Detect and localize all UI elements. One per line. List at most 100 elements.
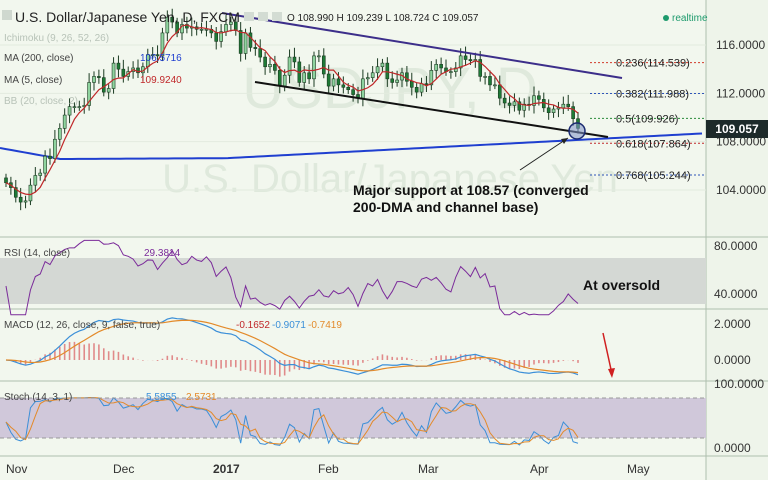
stoch-legend[interactable]: Stoch (14, 3, 1) [4, 392, 72, 403]
price-tick-label: 108.0000 [716, 135, 766, 149]
candle-body [463, 55, 468, 60]
candle-body [434, 64, 439, 71]
stoch-band [0, 398, 706, 438]
down-arrow-head [608, 368, 615, 378]
candle-body [273, 64, 277, 71]
month-label-may: May [627, 462, 650, 476]
candle-body [414, 86, 419, 93]
candle-body [121, 68, 126, 77]
channel-lower-line [254, 81, 609, 138]
down-arrow-shaft [602, 332, 613, 375]
ma200-line [0, 132, 703, 161]
candle-body [43, 155, 47, 174]
candle-body [331, 78, 336, 87]
rsi-line [5, 239, 579, 316]
candle-body [380, 62, 385, 68]
candle-body [351, 89, 355, 95]
candle-body [517, 101, 522, 111]
candle-body [449, 71, 453, 73]
candle-body [453, 67, 458, 72]
candle-body [116, 62, 121, 70]
candle-body [551, 108, 556, 113]
candle-body [336, 78, 341, 86]
candle-body [522, 103, 527, 111]
candle-body [478, 59, 483, 77]
ma200-legend[interactable]: MA (200, close) [4, 53, 73, 64]
candle-body [375, 66, 380, 74]
candle-body [502, 97, 507, 104]
candle-body [390, 78, 395, 83]
candle-body [4, 177, 8, 184]
candle-body [409, 80, 414, 88]
ma5-line [5, 24, 579, 196]
candle-body [307, 72, 311, 80]
macd-tick-0: 0.0000 [714, 353, 751, 367]
candle-body [546, 107, 551, 113]
month-label-nov: Nov [6, 462, 27, 476]
candle-body [23, 200, 28, 203]
macd-signal-value: -0.7419 [308, 320, 342, 331]
candle-body [87, 82, 91, 106]
last-price-badge [706, 120, 768, 138]
candle-body [292, 56, 297, 63]
candle-body [170, 16, 175, 23]
candle-body [199, 28, 204, 31]
candle-body [268, 64, 272, 68]
price-tick-label: 116.0000 [716, 38, 765, 52]
month-label-mar: Mar [418, 462, 439, 476]
candle-body [204, 28, 209, 31]
settings-icon[interactable] [258, 12, 268, 21]
rsi-tick-80: 80.0000 [714, 239, 758, 253]
candle-body [248, 32, 253, 48]
header-toolbar-icons[interactable] [244, 12, 282, 21]
ma5-legend[interactable]: MA (5, close) [4, 75, 62, 86]
candle-body [488, 76, 492, 86]
realtime-dot [663, 15, 669, 21]
candle-body [439, 64, 443, 69]
candle-body [312, 55, 316, 80]
candle-body [33, 175, 38, 186]
candle-body [541, 99, 546, 109]
candle-body [483, 76, 487, 78]
candle-body [497, 84, 502, 99]
candle-body [321, 55, 326, 75]
price-tick-label: 112.0000 [716, 86, 765, 100]
ichimoku-legend[interactable]: Ichimoku (9, 26, 52, 26) [4, 33, 109, 44]
candle-body [224, 24, 228, 33]
candle-body [370, 72, 375, 78]
symbol-settings-icon[interactable] [2, 10, 12, 20]
candle-body [28, 184, 33, 202]
macd-signal-line [5, 319, 579, 374]
candle-body [507, 102, 512, 106]
candle-body [512, 101, 517, 106]
candle-body [458, 55, 463, 69]
candle-body [424, 83, 429, 86]
support-annotation-line2: 200-DMA and channel base) [353, 199, 538, 215]
visibility-icon[interactable] [244, 12, 254, 21]
candle-body [429, 70, 434, 86]
price-axis-background [706, 0, 768, 480]
candle-body [101, 77, 106, 93]
candle-body [238, 30, 243, 54]
candle-body [67, 106, 72, 116]
candle-body [62, 114, 67, 129]
rsi-legend-value: 29.3814 [144, 248, 181, 259]
fib-level-label: 0.382(111.988) [616, 88, 689, 100]
rsi-legend[interactable]: RSI (14, close) [4, 248, 70, 259]
candle-body [317, 55, 321, 58]
ohlc-values: O 108.990 H 109.239 L 108.724 C 109.057 [287, 13, 479, 24]
candle-body [468, 59, 473, 62]
candle-body [405, 72, 409, 82]
bb-legend[interactable]: BB (20, close, 2) [4, 96, 78, 107]
candle-body [493, 84, 497, 87]
candle-body [532, 95, 536, 106]
candle-body [419, 83, 424, 93]
candle-body [150, 54, 155, 56]
symbol-title: U.S. Dollar/Japanese Yen, D, FXCM [15, 9, 240, 25]
candle-body [258, 48, 263, 58]
month-label-2017: 2017 [213, 462, 240, 476]
macd-legend[interactable]: MACD (12, 26, close, 9, false, true) [4, 320, 160, 331]
month-label-dec: Dec [113, 462, 134, 476]
candle-body [77, 106, 82, 108]
close-icon[interactable] [272, 12, 282, 21]
